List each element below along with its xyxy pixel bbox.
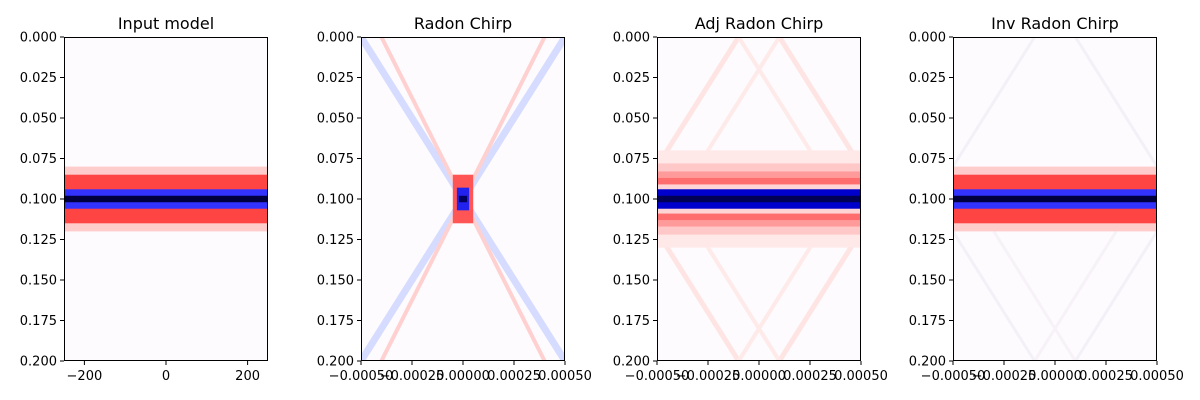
chart-title: Inv Radon Chirp: [991, 14, 1119, 33]
y-tick-label: 0.075: [613, 152, 650, 167]
panel-adj-radon-chirp: Adj Radon Chirp 0.000 0.025 0.050 0.075 0.100…: [613, 14, 888, 384]
y-tick-label: 0.050: [317, 112, 354, 127]
heatmap-streak: [379, 37, 465, 200]
y-tick-label: 0.025: [317, 71, 354, 86]
heatmap-streak: [361, 37, 466, 201]
y-tick-label: 0.000: [317, 31, 354, 46]
heatmap-streak: [1074, 230, 1157, 361]
x-tick-label: −0.00025: [676, 369, 741, 384]
x-tick-label: 200: [235, 369, 260, 384]
heatmap-band: [64, 195, 268, 203]
x-tick-label: 0: [162, 369, 170, 384]
heatmap-streak: [736, 230, 822, 361]
axes-frame: [953, 37, 1157, 361]
y-tick-label: 0.200: [909, 355, 946, 370]
heatmap-streak: [461, 198, 547, 361]
y-tick-label: 0.075: [20, 152, 57, 167]
y-tick-label: 0.125: [909, 233, 946, 248]
y-tick-label: 0.175: [317, 314, 354, 329]
y-tick-label: 0.200: [317, 355, 354, 370]
x-tick-label: 0.00000: [1028, 369, 1082, 384]
heatmap-blob: [458, 195, 468, 203]
y-tick-label: 0.050: [613, 112, 650, 127]
heatmap-streak: [696, 37, 782, 168]
y-tick-label: 0.150: [20, 274, 57, 289]
y-tick-label: 0.175: [909, 314, 946, 329]
x-tick-label: 0.00050: [1130, 369, 1184, 384]
y-tick-label: 0.100: [20, 193, 57, 208]
x-tick-label: −0.00050: [329, 369, 394, 384]
y-tick-label: 0.025: [909, 71, 946, 86]
y-tick-label: 0.125: [20, 233, 57, 248]
y-tick-label: 0.200: [20, 355, 57, 370]
y-tick-label: 0.075: [317, 152, 354, 167]
plot-area: [361, 37, 565, 361]
x-tick-label: −0.00025: [380, 369, 445, 384]
chart-title: Radon Chirp: [414, 14, 512, 33]
y-tick-label: 0.100: [317, 193, 354, 208]
x-tick-label: 0.00025: [1079, 369, 1133, 384]
y-tick-label: 0.125: [317, 233, 354, 248]
x-tick-label: −200: [67, 369, 103, 384]
x-tick-label: 0.00050: [538, 369, 592, 384]
y-tick-label: 0.150: [613, 274, 650, 289]
y-tick-label: 0.050: [909, 112, 946, 127]
y-tick-label: 0.125: [613, 233, 650, 248]
plot-area: [953, 37, 1157, 361]
y-tick-label: 0.025: [613, 71, 650, 86]
x-tick-label: 0.00000: [436, 369, 490, 384]
y-tick-label: 0.175: [613, 314, 650, 329]
y-tick-label: 0.050: [20, 112, 57, 127]
y-tick-label: 0.000: [613, 31, 650, 46]
y-tick-label: 0.000: [909, 31, 946, 46]
heatmap-streak: [461, 37, 547, 200]
x-tick-label: −0.00050: [625, 369, 690, 384]
x-tick-label: 0.00025: [487, 369, 541, 384]
heatmap-streak: [736, 37, 822, 168]
heatmap-band: [657, 195, 861, 203]
heatmap-streak: [696, 230, 782, 361]
heatmap-streak: [953, 37, 1036, 168]
chart-title: Input model: [118, 14, 214, 33]
heatmap-streak: [657, 230, 741, 361]
heatmap-streak: [361, 197, 466, 361]
y-tick-label: 0.150: [317, 274, 354, 289]
y-tick-label: 0.025: [20, 71, 57, 86]
heatmap-streak: [1033, 230, 1118, 361]
plot-area: [657, 37, 861, 361]
y-tick-label: 0.100: [909, 193, 946, 208]
heatmap-streak: [379, 198, 465, 361]
y-tick-label: 0.175: [20, 314, 57, 329]
x-tick-label: 0.00000: [732, 369, 786, 384]
x-tick-label: 0.00025: [783, 369, 837, 384]
y-tick-label: 0.200: [613, 355, 650, 370]
panel-inv-radon-chirp: Inv Radon Chirp 0.000 0.025 0.050 0.075 0.100…: [909, 14, 1184, 384]
y-tick-label: 0.000: [20, 31, 57, 46]
x-tick-label: −0.00050: [921, 369, 986, 384]
panel-radon-chirp: Radon Chirp 0.000 0.025 0.050 0.075 0.100 0.12…: [317, 14, 592, 384]
heatmap-streak: [992, 230, 1077, 361]
x-tick-label: −0.00025: [972, 369, 1037, 384]
chart-title: Adj Radon Chirp: [695, 14, 824, 33]
heatmap-streak: [953, 230, 1036, 361]
heatmap-streak: [1074, 37, 1157, 168]
y-tick-label: 0.075: [909, 152, 946, 167]
heatmap-streak: [657, 37, 741, 168]
y-tick-label: 0.100: [613, 193, 650, 208]
x-tick-label: 0.00050: [834, 369, 888, 384]
heatmap-streak: [460, 37, 565, 201]
plot-area: [64, 37, 268, 361]
heatmap-streak: [777, 37, 861, 168]
heatmap-streak: [460, 197, 565, 361]
axes-frame: [361, 37, 565, 361]
heatmap-band: [953, 195, 1157, 203]
axes-frame: [64, 37, 268, 361]
y-tick-label: 0.150: [909, 274, 946, 289]
heatmap-streak: [777, 230, 861, 361]
axes-frame: [657, 37, 861, 361]
panel-input-model: Input model 0.000 0.025 0.050 0.075 0.100 0.12…: [20, 14, 268, 384]
